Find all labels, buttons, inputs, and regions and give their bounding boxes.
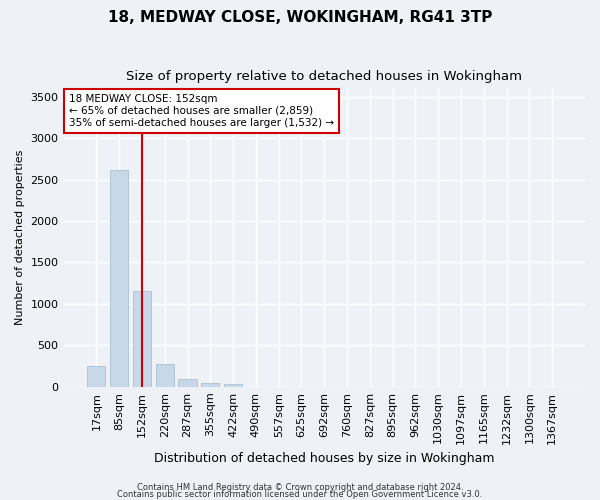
Title: Size of property relative to detached houses in Wokingham: Size of property relative to detached ho…	[126, 70, 522, 83]
Text: 18 MEDWAY CLOSE: 152sqm
← 65% of detached houses are smaller (2,859)
35% of semi: 18 MEDWAY CLOSE: 152sqm ← 65% of detache…	[69, 94, 334, 128]
Bar	[178, 378, 197, 387]
Text: Contains HM Land Registry data © Crown copyright and database right 2024.: Contains HM Land Registry data © Crown c…	[137, 484, 463, 492]
Bar	[110, 170, 128, 387]
Text: 18, MEDWAY CLOSE, WOKINGHAM, RG41 3TP: 18, MEDWAY CLOSE, WOKINGHAM, RG41 3TP	[108, 10, 492, 25]
X-axis label: Distribution of detached houses by size in Wokingham: Distribution of detached houses by size …	[154, 452, 494, 465]
Y-axis label: Number of detached properties: Number of detached properties	[15, 150, 25, 326]
Bar	[224, 384, 242, 387]
Text: Contains public sector information licensed under the Open Government Licence v3: Contains public sector information licen…	[118, 490, 482, 499]
Bar	[87, 366, 106, 387]
Bar	[155, 364, 174, 387]
Bar	[133, 292, 151, 387]
Bar	[201, 383, 220, 387]
